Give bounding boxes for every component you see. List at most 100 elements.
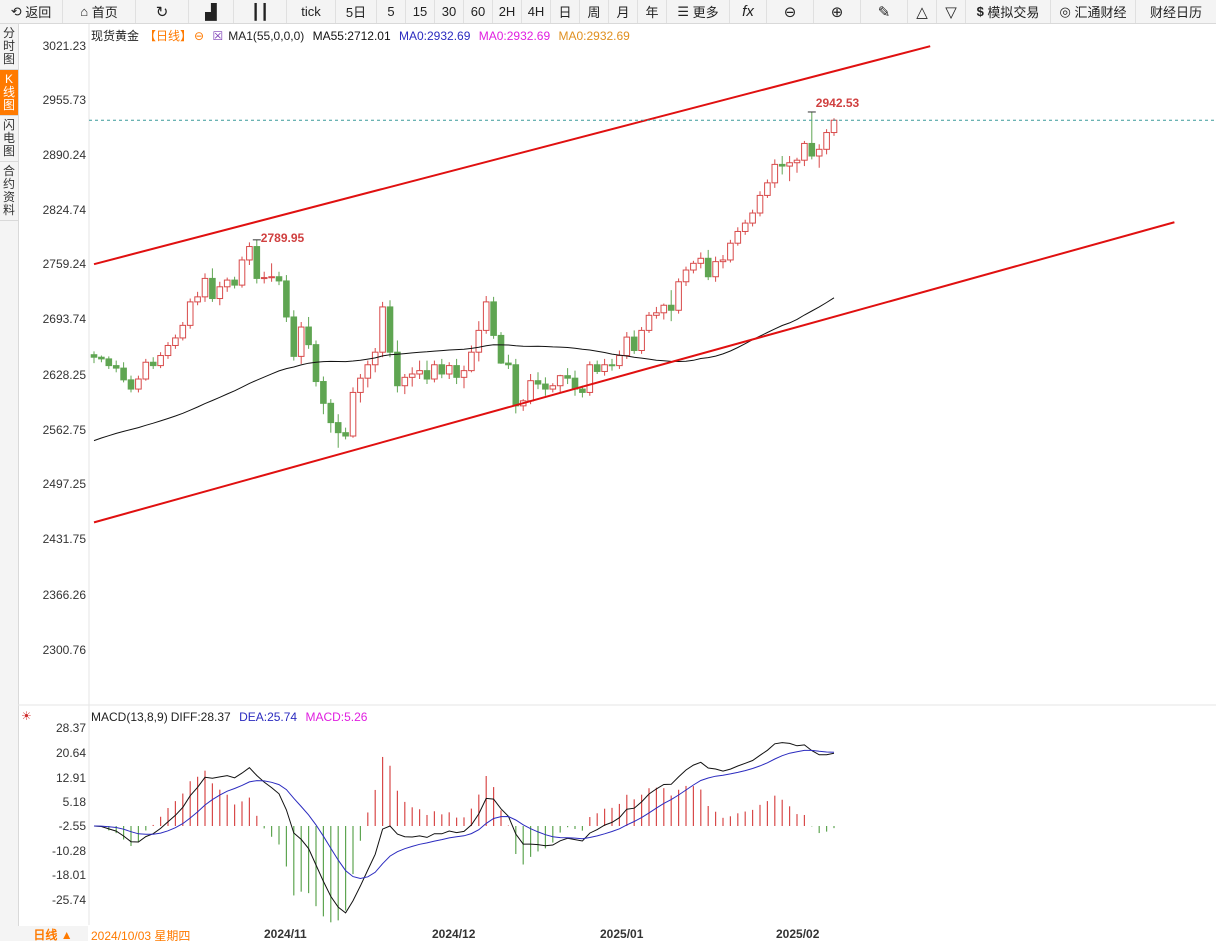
price-tick: 2890.24 [42, 148, 86, 162]
draw-button[interactable]: ✎ [861, 0, 908, 23]
zoom-in-button[interactable]: ⊕ [814, 0, 861, 23]
macd-tick: 12.91 [55, 771, 86, 785]
price-tick: 2497.25 [42, 477, 86, 491]
tab-timeshare[interactable]: 分时图 [0, 24, 18, 70]
more-button[interactable]: ☰ 更多 [667, 0, 730, 23]
pen-icon: ✎ [877, 3, 891, 21]
candle-body [490, 301, 497, 336]
candles-group [90, 111, 838, 448]
period-5min[interactable]: 5 [377, 0, 406, 23]
ma-config-icon[interactable]: ☒ [212, 29, 224, 43]
period-select-button[interactable]: 日线 ▲ [18, 926, 88, 942]
ma55-label: MA55:2712.01 [312, 29, 391, 43]
candle-body [645, 314, 653, 331]
period-4h[interactable]: 4H [522, 0, 551, 23]
candle-body [579, 388, 586, 393]
candle-body [186, 301, 194, 326]
zoom-out-button[interactable]: ⊖ [767, 0, 814, 23]
candle-body [327, 402, 335, 424]
formula-button[interactable]: fx [730, 0, 767, 23]
candle-body [475, 329, 483, 353]
period-label[interactable]: 【日线】 [144, 29, 193, 43]
candle-body [468, 351, 475, 372]
period-week[interactable]: 周 [580, 0, 609, 23]
macd-settings-icon[interactable]: ☀ [21, 709, 32, 723]
refresh-icon: ↻ [155, 3, 169, 21]
price-tick: 2366.26 [42, 588, 86, 602]
refresh-button[interactable]: ↻ [136, 0, 189, 23]
candle-body [268, 276, 275, 279]
candle-body [593, 364, 601, 372]
candle-body [246, 246, 253, 261]
candle-body [135, 378, 142, 390]
candle-body [616, 355, 623, 367]
candle-body [667, 304, 675, 311]
back-button[interactable]: ⟲ 返回 [0, 0, 63, 23]
bar-chart-button[interactable]: ▟ [189, 0, 234, 23]
candle-body [290, 316, 298, 357]
huitong-button[interactable]: ◎ 汇通财经 [1051, 0, 1136, 23]
period-year[interactable]: 年 [638, 0, 667, 23]
macd-dea: DEA:25.74 [239, 710, 298, 724]
candle-chart-button[interactable]: ┃┃ [234, 0, 287, 23]
trendline-lower [93, 221, 1175, 524]
candle-body [142, 361, 150, 380]
candle-body [505, 362, 512, 366]
candle-body [431, 364, 438, 380]
candle-body [342, 432, 349, 437]
candle-body [90, 354, 98, 358]
price-legend: 现货黄金 【日线】 ⊖ ☒ MA1(55,0,0,0) MA55:2712.01 MA… [91, 27, 635, 44]
macd-legend: MACD(13,8,9) DIFF:28.37 DEA:25.74 MACD:5.… [91, 710, 372, 724]
macd-tick: -18.01 [51, 868, 86, 882]
candle-body [660, 304, 668, 314]
draw-down-button[interactable]: ▽ [937, 0, 966, 23]
candle-body [527, 380, 534, 402]
period-2h[interactable]: 2H [493, 0, 522, 23]
candle-body [786, 162, 793, 167]
candle-body [608, 364, 616, 367]
period-30min[interactable]: 30 [435, 0, 464, 23]
menu-icon: ☰ [677, 3, 689, 19]
diff-line [93, 742, 835, 914]
candle-body [283, 280, 290, 318]
candle-body [120, 367, 127, 381]
candle-body [386, 306, 394, 353]
tick-button[interactable]: tick [287, 0, 336, 23]
candle-body [238, 259, 246, 286]
price-tick: 2562.75 [42, 423, 86, 437]
period-15min[interactable]: 15 [406, 0, 435, 23]
candle-body [749, 212, 756, 224]
annotations-group: 2942.53 2789.95 [252, 96, 860, 245]
candle-body [453, 365, 460, 378]
price-tick: 3021.23 [42, 39, 86, 53]
candle-body [697, 257, 705, 264]
candle-body [756, 194, 764, 214]
macd-diff: DIFF:28.37 [170, 710, 231, 724]
candle-body [98, 356, 105, 360]
draw-up-button[interactable]: △ [908, 0, 937, 23]
candle-icon: ┃┃ [250, 3, 270, 21]
period-day[interactable]: 日 [551, 0, 580, 23]
calendar-button[interactable]: 财经日历 [1149, 5, 1202, 20]
home-button[interactable]: ⌂ 首页 [63, 0, 136, 23]
period-60min[interactable]: 60 [464, 0, 493, 23]
ma0-label-a: MA0:2932.69 [399, 29, 471, 43]
settings-icon[interactable]: ⊖ [194, 29, 205, 43]
tab-kline[interactable]: K线图 [0, 70, 18, 116]
sim-trade-button[interactable]: $ 模拟交易 [966, 0, 1051, 23]
macd-tick: -10.28 [51, 844, 86, 858]
candle-body [741, 222, 749, 232]
candle-body [564, 375, 571, 379]
tab-flash[interactable]: 闪电图 [0, 116, 18, 162]
candle-body [482, 301, 490, 331]
x-label: 2025/01 [600, 927, 644, 941]
macd-tick: -25.74 [51, 893, 86, 907]
candle-body [542, 383, 549, 390]
period-5day[interactable]: 5日 [336, 0, 377, 23]
period-month[interactable]: 月 [609, 0, 638, 23]
tab-contract-info[interactable]: 合约资料 [0, 162, 18, 221]
candle-body [712, 261, 719, 278]
candle-body [334, 422, 342, 434]
candle-body [438, 364, 446, 375]
